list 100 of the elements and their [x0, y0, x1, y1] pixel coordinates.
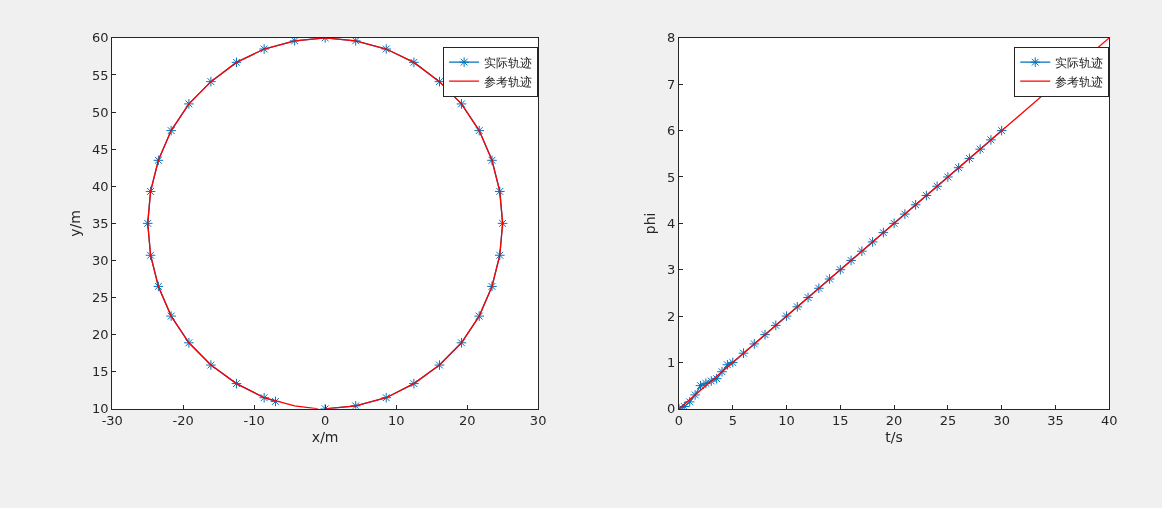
- point: [145, 249, 156, 261]
- x-tick-label: 10: [387, 413, 405, 429]
- point: [953, 162, 964, 174]
- point: [684, 396, 696, 408]
- y-tick-label: 60: [92, 30, 109, 46]
- point: [258, 43, 270, 55]
- x-tick-label: 15: [832, 413, 849, 429]
- point: [727, 357, 739, 368]
- point: [931, 180, 943, 192]
- y-tick-label: 55: [92, 67, 109, 83]
- point: [942, 171, 954, 183]
- point: [497, 218, 508, 229]
- x-axis-title: t/s: [885, 428, 903, 445]
- y-tick-label: 35: [92, 215, 109, 231]
- point: [700, 378, 712, 389]
- point: [494, 186, 506, 197]
- x-tick-label: -20: [172, 413, 194, 429]
- point: [289, 37, 300, 47]
- point: [494, 249, 506, 261]
- point: [910, 199, 921, 211]
- y-tick-label: 1: [667, 355, 676, 371]
- point: [964, 153, 975, 164]
- point: [770, 320, 782, 331]
- point: [380, 43, 392, 55]
- point: [738, 347, 749, 359]
- y-tick-label: 8: [667, 30, 676, 46]
- point: [792, 301, 803, 313]
- point: [711, 373, 722, 384]
- legend-label: 实际轨迹: [484, 55, 533, 70]
- x-tick-label: 10: [778, 413, 795, 429]
- point: [921, 190, 932, 201]
- y-tick-label: 45: [92, 141, 109, 157]
- legend-label: 参考轨迹: [484, 74, 533, 89]
- point: [856, 245, 868, 257]
- point: [350, 400, 361, 409]
- point: [985, 134, 997, 146]
- point: [748, 338, 760, 350]
- point: [408, 57, 420, 68]
- point: [231, 57, 242, 68]
- point: [888, 218, 900, 229]
- y-tick-label: 15: [92, 364, 109, 380]
- point: [759, 329, 771, 340]
- y-tick-label: 7: [667, 76, 676, 92]
- point: [486, 155, 498, 166]
- point: [705, 375, 717, 387]
- x-tick-label: 30: [993, 413, 1010, 429]
- point: [205, 359, 217, 371]
- point: [486, 281, 498, 292]
- x-tick-label: 20: [458, 413, 476, 429]
- y-tick-label: 30: [92, 253, 109, 268]
- x-axis-title: x/m: [311, 428, 339, 445]
- x-tick-label: 30: [529, 413, 547, 429]
- x-tick-label: 20: [885, 413, 903, 429]
- y-tick-label: 25: [92, 290, 109, 306]
- y-tick-label: 20: [92, 327, 109, 343]
- point: [824, 273, 835, 285]
- point: [781, 310, 792, 322]
- y-tick-label: 0: [667, 401, 676, 417]
- point: [456, 337, 467, 349]
- point: [408, 378, 420, 389]
- point: [142, 218, 154, 229]
- x-tick-label: 35: [1047, 413, 1064, 429]
- point: [689, 389, 701, 401]
- point: [802, 292, 814, 303]
- y-tick-label: 2: [667, 308, 676, 324]
- point: [473, 125, 485, 136]
- legend-label: 实际轨迹: [1055, 55, 1104, 70]
- point: [350, 37, 361, 47]
- point: [183, 98, 195, 110]
- x-tick-label: 40: [1100, 413, 1118, 429]
- point: [183, 337, 195, 349]
- x-tick-label: 0: [321, 413, 330, 429]
- point: [153, 281, 164, 292]
- point: [899, 208, 911, 220]
- point: [145, 186, 156, 197]
- y-tick-label: 4: [667, 215, 676, 231]
- point: [434, 359, 445, 371]
- y-tick-label: 6: [667, 123, 676, 139]
- y-tick-label: 3: [667, 262, 676, 278]
- point: [165, 310, 177, 322]
- point: [231, 378, 242, 389]
- x-tick-label: -10: [243, 413, 265, 429]
- point: [974, 143, 986, 155]
- point: [996, 125, 1007, 136]
- y-axis-title: phi: [641, 212, 658, 235]
- point: [722, 359, 733, 371]
- point: [165, 125, 177, 136]
- y-tick-label: 50: [92, 104, 109, 120]
- point: [258, 392, 270, 404]
- point: [270, 396, 281, 407]
- y-tick-label: 40: [92, 178, 109, 194]
- point: [473, 310, 485, 322]
- y-axis-title: y/m: [66, 210, 83, 237]
- point: [695, 380, 706, 391]
- x-tick-label: 25: [939, 413, 957, 429]
- point: [205, 76, 217, 87]
- x-tick-label: 5: [728, 413, 737, 429]
- point: [153, 155, 164, 166]
- point: [867, 236, 878, 248]
- y-tick-label: 5: [667, 169, 676, 185]
